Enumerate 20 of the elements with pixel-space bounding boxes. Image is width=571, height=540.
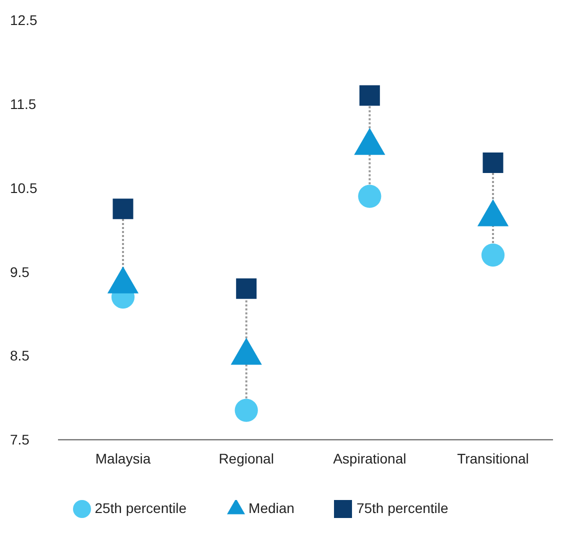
y-tick-label: 10.5 [10, 180, 38, 196]
y-tick-label: 7.5 [10, 432, 30, 448]
legend-label: Median [248, 500, 294, 516]
legend-label: 25th percentile [94, 500, 187, 516]
x-tick-label: Aspirational [333, 450, 406, 467]
x-tick-label: Transitional [457, 450, 529, 467]
x-tick-label: Malaysia [95, 450, 151, 467]
y-tick-label: 11.5 [10, 96, 36, 112]
point [234, 398, 258, 422]
x-tick-label: Regional [218, 450, 274, 467]
y-tick-label: 9.5 [10, 264, 30, 280]
point [481, 243, 505, 267]
point [112, 198, 134, 220]
point [482, 152, 504, 173]
legend-label: 75th percentile [356, 500, 448, 516]
point [358, 184, 382, 208]
point [236, 278, 257, 299]
point [359, 85, 380, 106]
y-tick-label: 8.5 [10, 348, 30, 364]
y-tick-label: 12.5 [10, 12, 38, 28]
